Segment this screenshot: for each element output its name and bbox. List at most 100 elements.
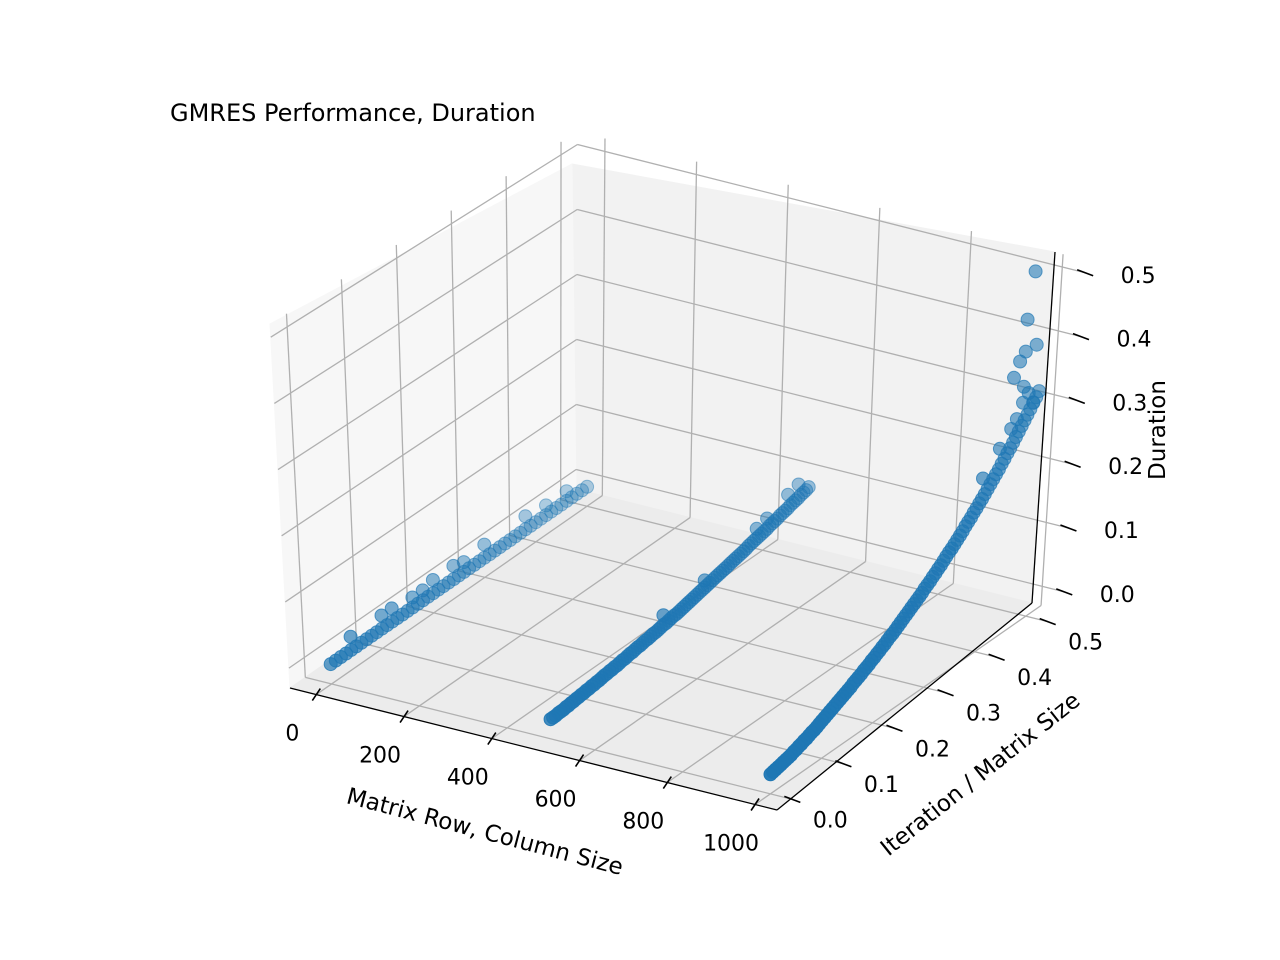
data-points <box>323 264 1047 782</box>
data-point <box>1013 354 1028 369</box>
y-axis-line <box>776 602 1033 811</box>
z-axis-tick-mark <box>1055 588 1073 596</box>
z-axis-tick: 0.0 <box>1055 583 1135 608</box>
data-point <box>569 486 584 501</box>
data-point <box>791 477 806 492</box>
z-axis-tick-label: 0.0 <box>1100 583 1135 608</box>
data-point <box>528 515 543 530</box>
data-point <box>544 504 559 519</box>
y-axis-tick-mark <box>1039 617 1056 626</box>
x-axis-tick: 200 <box>359 710 409 769</box>
grid-line-x <box>952 231 973 584</box>
grid-line-x <box>315 495 603 696</box>
x-axis-tick-mark <box>750 798 760 811</box>
x-axis-line <box>289 687 778 811</box>
z-axis-tick-label: 0.2 <box>1108 455 1143 480</box>
grid-line-x <box>754 604 1042 806</box>
x-axis-tick-label: 400 <box>447 766 489 791</box>
x-axis-tick: 1000 <box>703 798 760 857</box>
x-axis-tick-label: 600 <box>535 788 577 813</box>
y-axis-tick-mark <box>937 688 954 697</box>
z-axis-tick-mark <box>1072 332 1090 341</box>
grid-line-x <box>601 138 606 496</box>
x-axis-tick-label: 200 <box>359 744 401 769</box>
z-axis-tick: 0.1 <box>1060 519 1139 544</box>
grid-line-y <box>305 676 793 800</box>
data-point <box>523 518 538 533</box>
grid-line-y <box>395 244 409 607</box>
grid-line-x <box>777 184 789 540</box>
z-axis-label: Duration <box>1145 380 1171 480</box>
x-axis-tick-mark <box>487 732 497 746</box>
data-point <box>1016 379 1031 394</box>
y-axis-tick: 0.1 <box>835 760 899 798</box>
grid-line-y <box>356 641 844 765</box>
grid-line-y <box>560 499 1048 623</box>
z-axis-tick-label: 0.5 <box>1121 264 1156 289</box>
z-axis-tick-label: 0.4 <box>1116 328 1151 353</box>
data-point <box>446 558 461 573</box>
grid-line-z <box>575 468 1065 593</box>
x-axis-tick-label: 0 <box>285 722 299 747</box>
data-point <box>405 590 420 605</box>
grid-line-z <box>281 338 577 537</box>
y-axis-tick-label: 0.4 <box>1017 666 1052 691</box>
z-axis-tick-mark <box>1068 396 1086 405</box>
z-axis-tick: 0.3 <box>1068 391 1147 416</box>
grid-line-z <box>284 403 577 603</box>
y-axis-tick-label: 0.5 <box>1068 631 1103 656</box>
grid-line-z <box>274 208 578 404</box>
data-point <box>976 471 990 486</box>
z-axis-tick: 0.4 <box>1072 328 1151 353</box>
y-axis-tick-mark <box>988 653 1005 661</box>
data-point <box>374 608 389 623</box>
z-axis-line <box>1031 251 1056 604</box>
z-axis-tick-label: 0.3 <box>1112 391 1147 416</box>
data-point <box>763 767 778 782</box>
data-point <box>549 501 564 515</box>
y-axis-tick: 0.3 <box>937 688 1001 727</box>
grid-line-x <box>403 517 691 718</box>
y-axis-tick-mark <box>886 724 903 733</box>
data-point <box>518 509 533 524</box>
grid-line-z <box>576 338 1073 465</box>
y-axis-tick: 0.4 <box>988 653 1052 691</box>
data-point <box>518 522 533 537</box>
x-axis-tick-mark <box>311 688 321 702</box>
grid-line-y <box>340 279 358 642</box>
y-axis-tick: 0.2 <box>886 724 950 762</box>
data-point <box>564 490 579 505</box>
data-point <box>580 479 595 494</box>
data-point <box>781 487 796 502</box>
data-point <box>559 493 574 508</box>
grid-line-z <box>288 468 577 669</box>
grid-line-y <box>450 210 460 571</box>
grid-line-y <box>285 313 306 678</box>
data-point <box>992 441 1007 456</box>
x-axis-tick: 400 <box>447 732 497 791</box>
data-point <box>1007 370 1021 385</box>
z-axis-tick-mark <box>1060 524 1077 532</box>
grid-line-x <box>1040 254 1064 606</box>
grid-line-z <box>576 403 1069 529</box>
data-point <box>1004 422 1019 436</box>
z-axis-tick-label: 0.1 <box>1104 519 1139 544</box>
data-point <box>533 511 548 526</box>
z-axis-tick-mark <box>1064 460 1081 468</box>
data-point <box>1020 312 1035 327</box>
x-axis-tick: 800 <box>622 776 672 835</box>
data-point <box>656 608 671 623</box>
y-axis-tick-label: 0.0 <box>813 808 848 833</box>
grid-line-y <box>509 534 997 658</box>
y-axis-tick-label: 0.3 <box>966 702 1001 727</box>
grid-line-z <box>576 273 1077 402</box>
x-axis-ticks: 0 200 400 600 800 1000 <box>285 688 760 857</box>
data-point <box>323 657 338 672</box>
grid-line-z <box>577 143 1086 274</box>
x-axis-tick-label: 800 <box>622 810 664 835</box>
data-point <box>425 573 440 587</box>
x-axis-label: Matrix Row, Column Size <box>344 784 626 881</box>
data-point <box>1028 264 1043 279</box>
data-point <box>554 497 569 512</box>
x-axis-tick: 0 <box>285 688 321 747</box>
